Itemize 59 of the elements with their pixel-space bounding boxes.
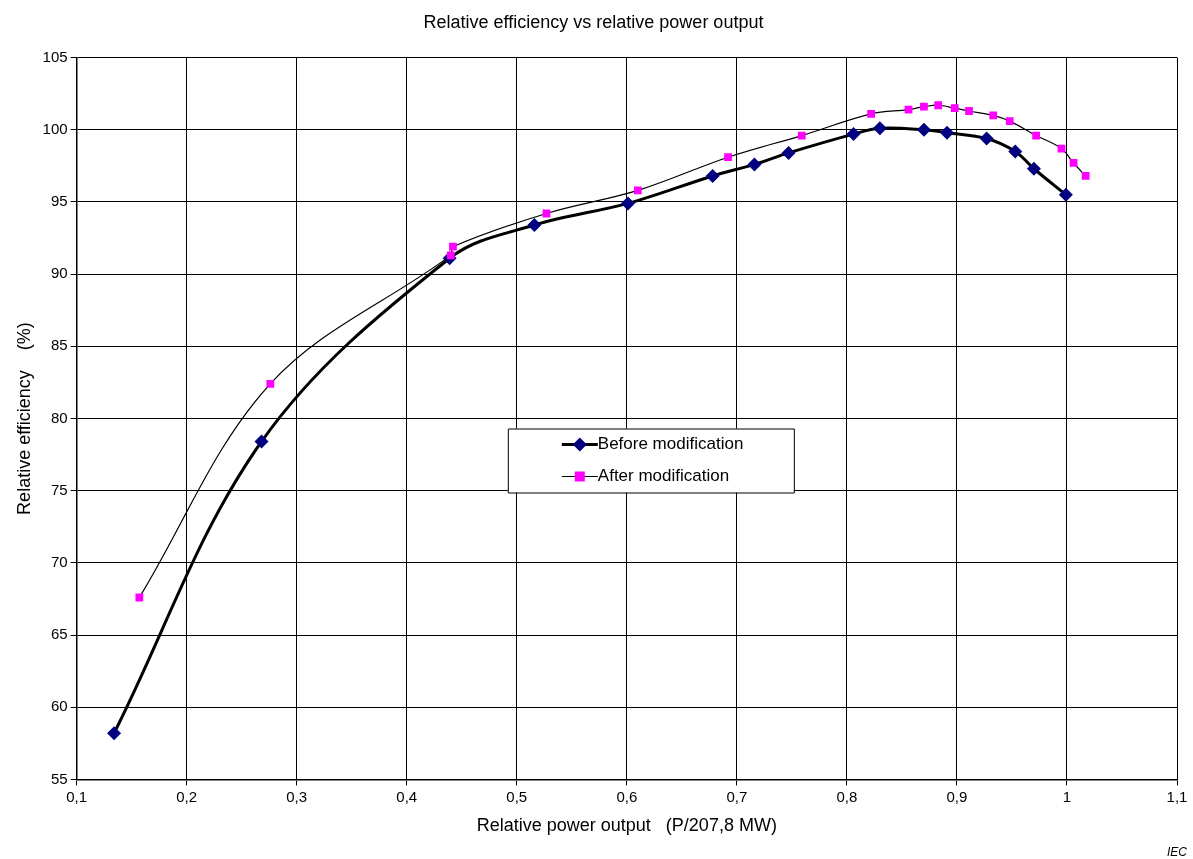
y-tick-label: 70 xyxy=(50,553,68,570)
point xyxy=(620,196,635,211)
point xyxy=(934,101,943,110)
y-tick-label: 85 xyxy=(50,336,68,354)
y-tick-label: 90 xyxy=(50,264,68,282)
chart-title: Relative efficiency vs relative power output xyxy=(423,11,764,32)
x-tick-label: 0,8 xyxy=(836,787,858,805)
point xyxy=(920,102,928,111)
y-tick-label: 80 xyxy=(50,408,68,426)
y-tick-label: 60 xyxy=(50,697,68,715)
point xyxy=(254,434,269,449)
point xyxy=(266,379,275,388)
point xyxy=(781,145,796,160)
x-tick-label: 0,7 xyxy=(726,787,748,805)
point xyxy=(872,121,887,136)
y-tick-label: 105 xyxy=(42,47,68,65)
point xyxy=(979,131,994,146)
point xyxy=(1032,131,1041,140)
text: IEC xyxy=(1166,845,1187,859)
point xyxy=(940,125,955,140)
y-tick-label: 55 xyxy=(50,769,68,787)
point xyxy=(797,131,806,140)
x-tick-label: 0,9 xyxy=(946,787,968,805)
x-tick-label: 0,5 xyxy=(506,787,528,805)
point xyxy=(1008,144,1023,159)
x-axis-title: Relative power output (P/207,8 MW) xyxy=(476,815,777,836)
x-tick-label: 0,1 xyxy=(66,787,88,805)
point xyxy=(1081,172,1090,180)
x-tick-label: 0,6 xyxy=(616,787,638,805)
x-tick-label: 0,3 xyxy=(286,787,308,805)
x-tick-label: 0,2 xyxy=(176,787,198,805)
point xyxy=(705,168,720,183)
point xyxy=(1005,117,1014,126)
x-tick-label: 1,1 xyxy=(1166,787,1188,805)
point xyxy=(633,186,642,195)
point xyxy=(1069,159,1078,167)
point xyxy=(747,157,762,172)
point xyxy=(950,104,959,113)
x-tick-label: 1 xyxy=(1062,787,1072,805)
point xyxy=(867,110,875,118)
point xyxy=(135,593,144,602)
point xyxy=(989,111,998,120)
point xyxy=(846,127,861,142)
point xyxy=(449,242,457,251)
point xyxy=(107,726,122,741)
legend-label: After modification xyxy=(597,466,730,486)
y-tick-label: 65 xyxy=(50,625,68,643)
point xyxy=(1026,161,1041,176)
point xyxy=(1058,187,1073,202)
point xyxy=(965,107,973,115)
y-axis-title: Relative efficiency (%) xyxy=(13,322,34,515)
y-tick-label: 75 xyxy=(50,480,68,498)
x-tick-label: 0,4 xyxy=(396,787,418,805)
point xyxy=(527,218,542,233)
legend-label: Before modification xyxy=(597,434,744,454)
y-tick-label: 100 xyxy=(42,119,68,137)
point xyxy=(724,153,732,162)
y-tick-label: 95 xyxy=(50,192,68,210)
point xyxy=(916,122,931,137)
